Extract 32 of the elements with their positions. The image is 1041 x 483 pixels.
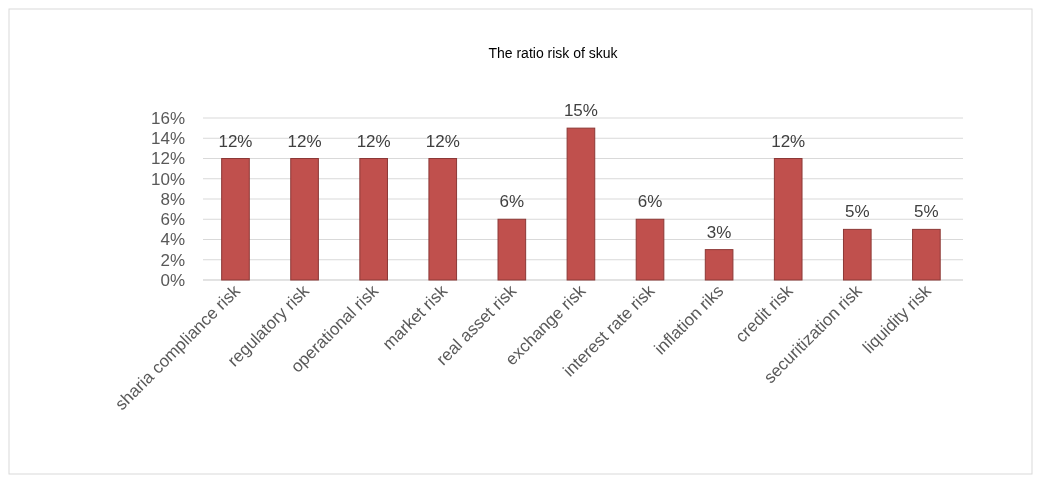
data-label: 5% (845, 202, 870, 222)
bar (428, 158, 458, 281)
chart-title: The ratio risk of skuk (488, 45, 619, 61)
y-tick-label: 2% (160, 250, 185, 270)
bar (497, 218, 527, 281)
y-tick-label: 6% (160, 210, 185, 230)
y-tick-label: 16% (150, 108, 185, 128)
data-label: 6% (499, 192, 525, 212)
data-label: 3% (706, 222, 732, 242)
bar (221, 158, 250, 281)
bar (290, 158, 319, 281)
data-label: 12% (425, 131, 460, 151)
y-tick-label: 14% (150, 129, 185, 149)
data-label: 5% (914, 202, 939, 222)
y-tick-label: 10% (150, 169, 185, 189)
data-label: 12% (218, 131, 253, 151)
bar (359, 158, 388, 281)
bar (635, 218, 665, 281)
y-tick-label: 8% (160, 189, 185, 209)
y-tick-label: 12% (150, 149, 185, 169)
data-label: 12% (356, 131, 391, 151)
bar (912, 228, 941, 281)
data-label: 6% (637, 192, 663, 212)
bar (704, 249, 734, 281)
y-tick-label: 4% (160, 230, 185, 250)
data-label: 12% (771, 131, 806, 151)
y-tick-label: 0% (160, 270, 185, 290)
data-label: 12% (287, 131, 322, 151)
bar (842, 228, 872, 281)
bar (773, 158, 803, 281)
data-label: 15% (563, 101, 598, 121)
bar (566, 127, 596, 281)
